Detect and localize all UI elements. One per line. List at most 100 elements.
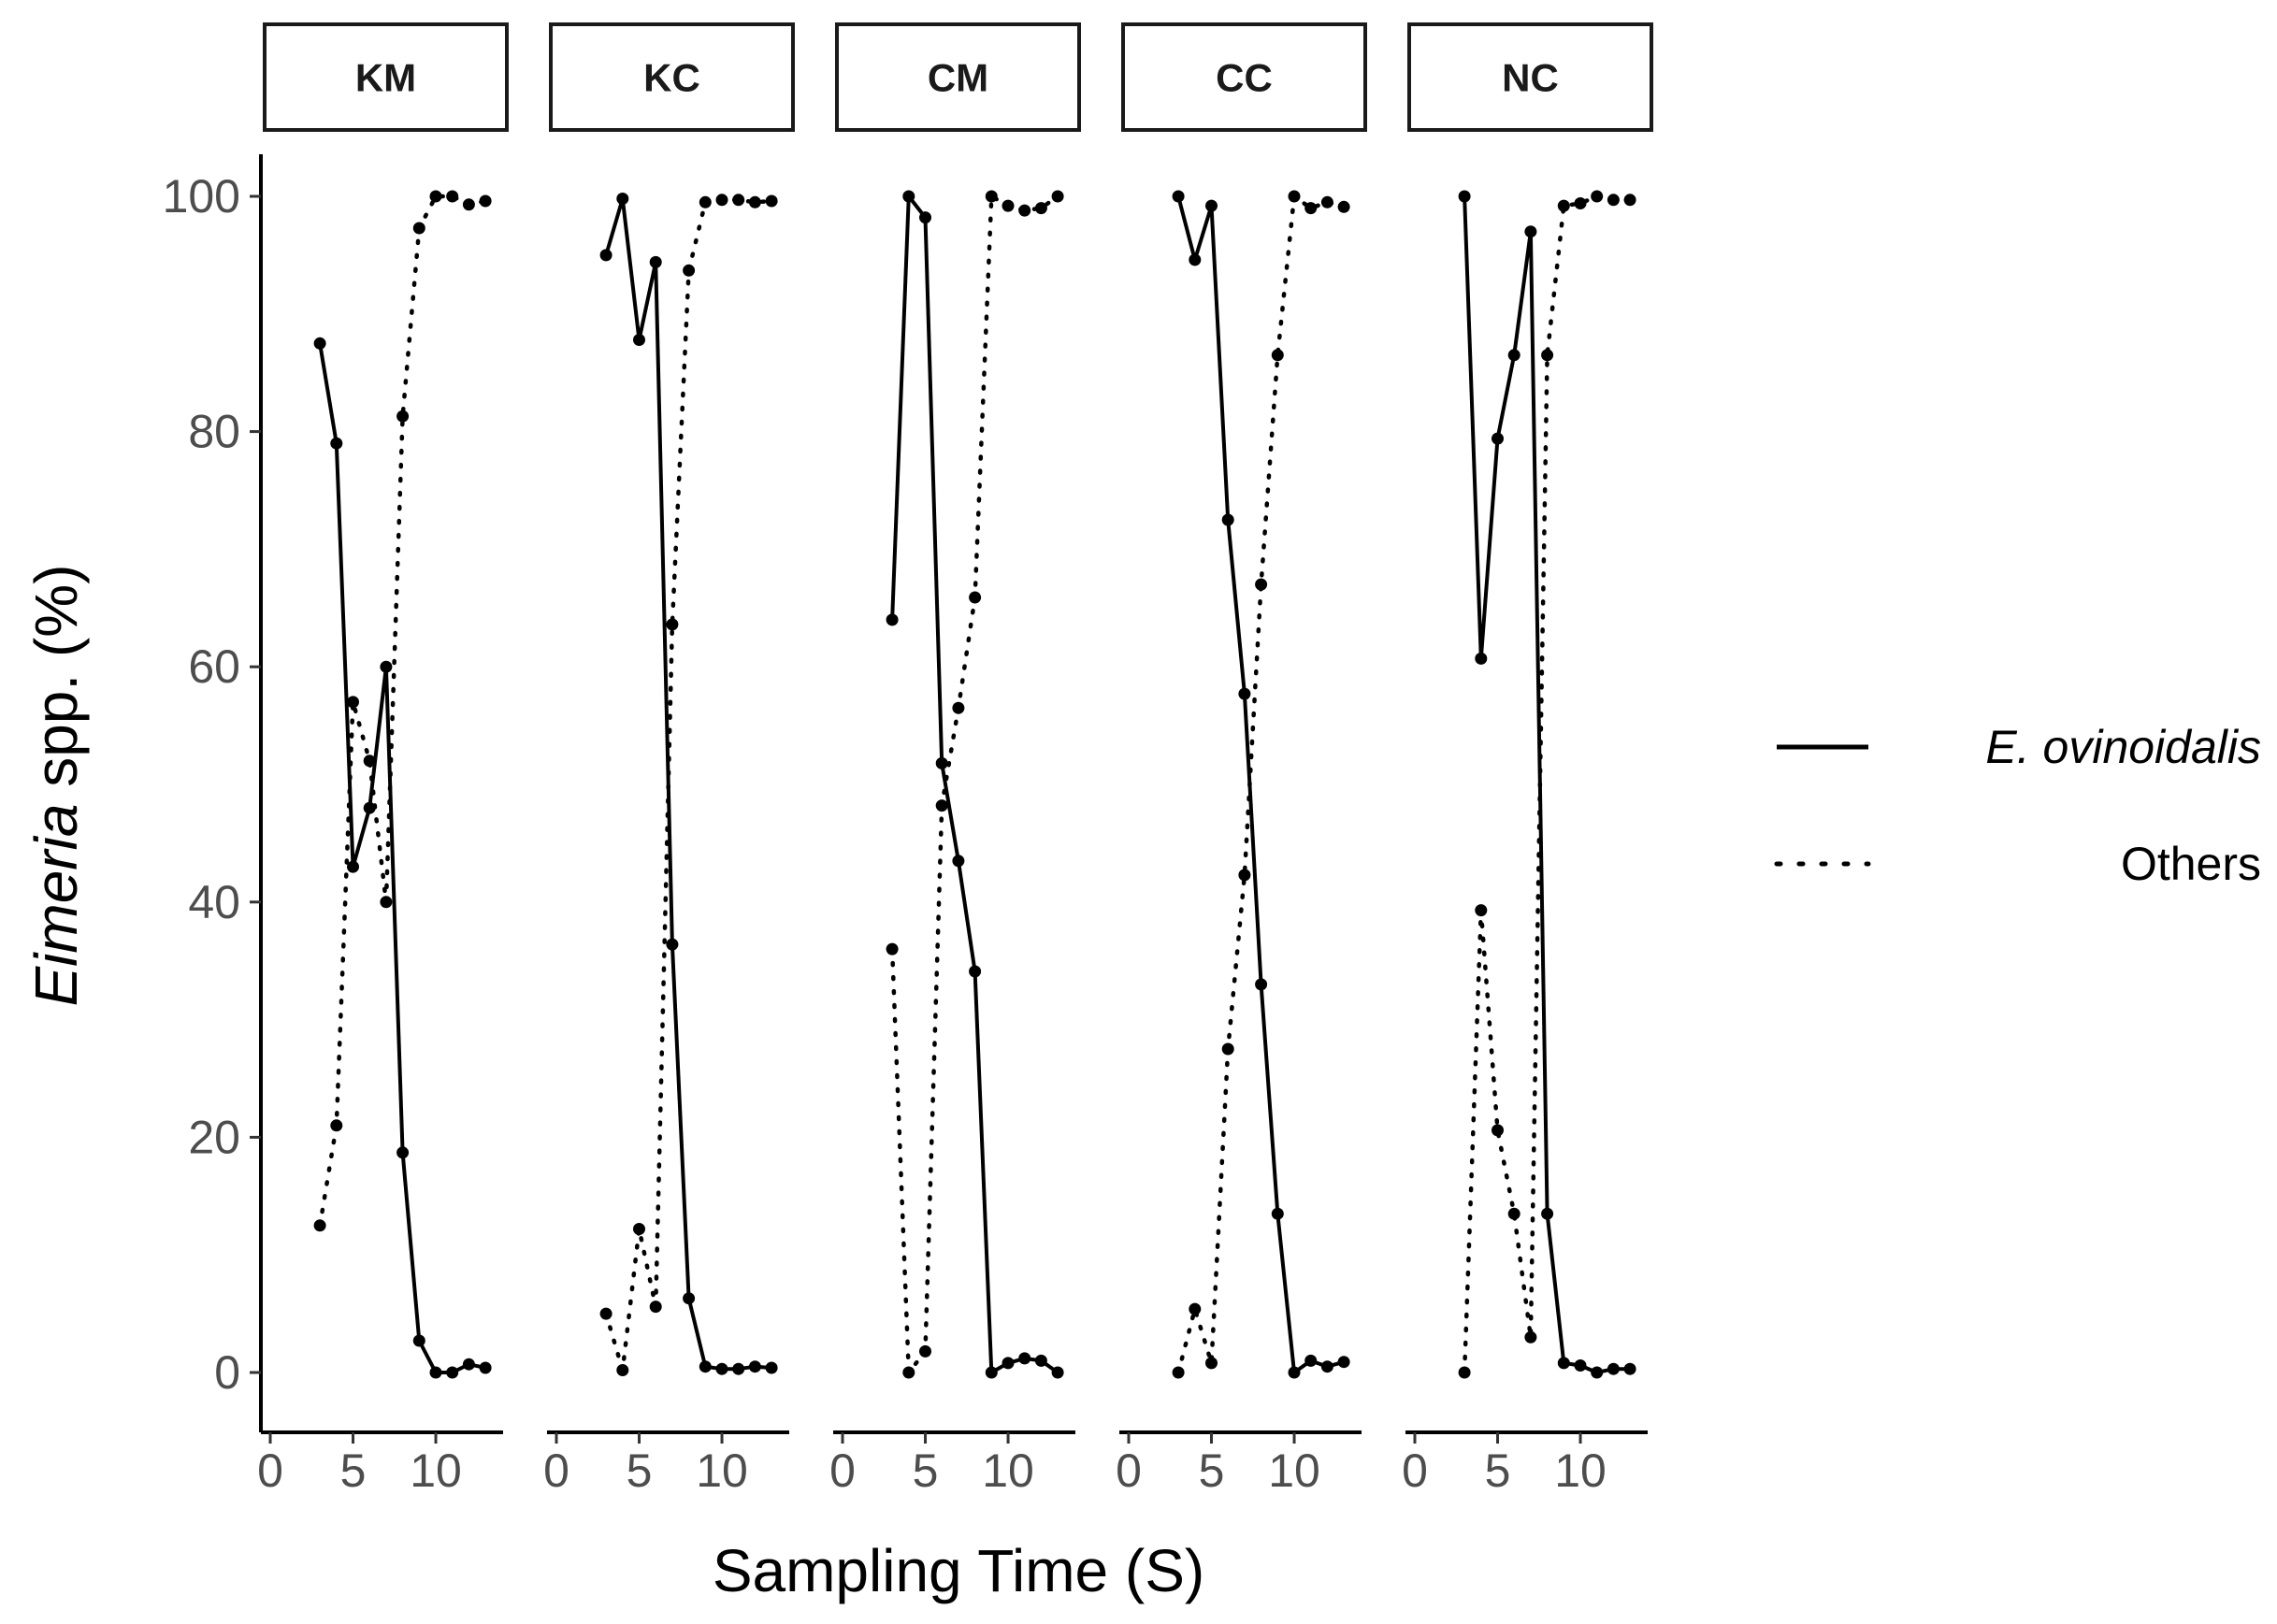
strip-box-km [263, 22, 509, 132]
data-point-e-ovinoidalis [1034, 1354, 1047, 1367]
data-point-others [1623, 194, 1636, 207]
data-point-others [462, 198, 475, 211]
data-point-e-ovinoidalis [1623, 1362, 1636, 1375]
data-point-others [429, 190, 442, 203]
data-point-others [1607, 194, 1620, 207]
chart-panels: KM 0 5 10 KC 0 5 10 CM 0 5 10 CC 0 5 10 NC 0 5 10 [257, 22, 1653, 1497]
data-point-others [616, 1364, 629, 1376]
y-axis: 0 20 40 60 80 100 [163, 154, 263, 1432]
data-point-others [1557, 199, 1570, 212]
x-tick-label: 10 [982, 1444, 1034, 1497]
data-point-others [347, 696, 359, 709]
data-point-e-ovinoidalis [1172, 190, 1185, 203]
data-point-others [919, 1344, 931, 1358]
strip-label: NC [1502, 56, 1559, 100]
data-point-e-ovinoidalis [1205, 199, 1218, 212]
data-point-e-ovinoidalis [1591, 1366, 1604, 1379]
data-point-e-ovinoidalis [1002, 1357, 1015, 1370]
data-point-e-ovinoidalis [380, 660, 393, 673]
series-line-others [317, 194, 488, 1229]
data-point-others [599, 1307, 612, 1320]
data-point-e-ovinoidalis [1051, 1366, 1064, 1379]
data-point-e-ovinoidalis [952, 855, 965, 868]
data-point-e-ovinoidalis [633, 334, 645, 346]
data-point-e-ovinoidalis [347, 860, 359, 873]
data-point-others [902, 1366, 915, 1379]
data-point-e-ovinoidalis [1255, 978, 1268, 991]
y-tick-label: 20 [188, 1111, 240, 1163]
x-axis-title: Sampling Time (S) [713, 1537, 1204, 1604]
data-point-others [952, 701, 965, 714]
data-point-others [363, 755, 376, 768]
data-point-e-ovinoidalis [1607, 1362, 1620, 1375]
data-point-e-ovinoidalis [1018, 1352, 1031, 1365]
data-point-e-ovinoidalis [969, 965, 982, 978]
y-axis-title-rest: spp. (%) [22, 565, 90, 804]
data-point-others [633, 1223, 645, 1235]
y-tick-label: 0 [214, 1346, 240, 1399]
x-tick-label: 0 [257, 1444, 283, 1497]
data-point-others [732, 194, 745, 207]
x-tick-label: 0 [829, 1444, 856, 1497]
legend-label-others: Others [2121, 838, 2261, 890]
data-point-others [1541, 349, 1554, 362]
data-point-others [1002, 199, 1015, 212]
panel-km: KM 0 5 10 [257, 22, 509, 1497]
data-point-others [412, 222, 425, 235]
series-line-e-ovinoidalis [318, 342, 486, 1374]
x-tick-label: 5 [913, 1444, 939, 1497]
data-point-e-ovinoidalis [1337, 1356, 1350, 1369]
data-point-e-ovinoidalis [330, 437, 343, 450]
strip-label: KC [643, 56, 700, 100]
x-tick-label: 5 [627, 1444, 653, 1497]
data-point-others [1205, 1357, 1218, 1370]
data-point-others [446, 190, 459, 203]
data-point-others [969, 591, 982, 604]
data-point-others [1018, 204, 1031, 217]
panel-nc: NC 0 5 10 [1402, 22, 1653, 1497]
y-tick-label: 60 [188, 640, 240, 693]
data-point-others [1221, 1042, 1234, 1056]
data-point-others [985, 190, 998, 203]
data-point-e-ovinoidalis [666, 938, 679, 951]
x-tick-label: 10 [696, 1444, 748, 1497]
data-point-others [396, 410, 410, 423]
data-point-e-ovinoidalis [1271, 1207, 1284, 1220]
data-point-e-ovinoidalis [446, 1366, 459, 1379]
data-point-others [1255, 578, 1268, 591]
data-point-others [313, 1219, 326, 1232]
data-point-e-ovinoidalis [462, 1358, 475, 1371]
series-line-e-ovinoidalis [1463, 195, 1631, 1374]
data-point-others [1320, 195, 1333, 208]
data-point-others [479, 194, 492, 208]
x-tick-label: 0 [1116, 1444, 1142, 1497]
panel-cc: CC 0 5 10 [1116, 22, 1367, 1497]
data-point-others [886, 942, 899, 956]
x-tick-label: 5 [340, 1444, 367, 1497]
data-point-e-ovinoidalis [396, 1146, 410, 1159]
x-tick-label: 10 [410, 1444, 462, 1497]
data-point-others [765, 194, 778, 208]
data-point-e-ovinoidalis [683, 1292, 696, 1305]
data-point-others [666, 618, 679, 631]
data-point-e-ovinoidalis [985, 1366, 998, 1379]
data-point-e-ovinoidalis [1238, 687, 1251, 700]
series-line-others [603, 197, 774, 1372]
strip-label: CM [928, 56, 988, 100]
series-line-e-ovinoidalis [604, 196, 772, 1372]
strip-box-cc [1121, 22, 1367, 132]
data-point-e-ovinoidalis [1288, 1366, 1301, 1379]
data-point-others [1574, 197, 1587, 209]
panel-kc: KC 0 5 10 [543, 22, 795, 1497]
x-tick-label: 5 [1199, 1444, 1225, 1497]
data-point-e-ovinoidalis [1557, 1357, 1570, 1370]
data-point-others [1271, 349, 1284, 362]
data-point-others [1507, 1207, 1520, 1220]
data-point-others [1337, 200, 1350, 213]
strip-box-cm [835, 22, 1081, 132]
data-point-e-ovinoidalis [1524, 225, 1537, 238]
x-tick-label: 0 [1402, 1444, 1428, 1497]
strip-box-nc [1407, 22, 1653, 132]
x-tick-label: 10 [1268, 1444, 1320, 1497]
